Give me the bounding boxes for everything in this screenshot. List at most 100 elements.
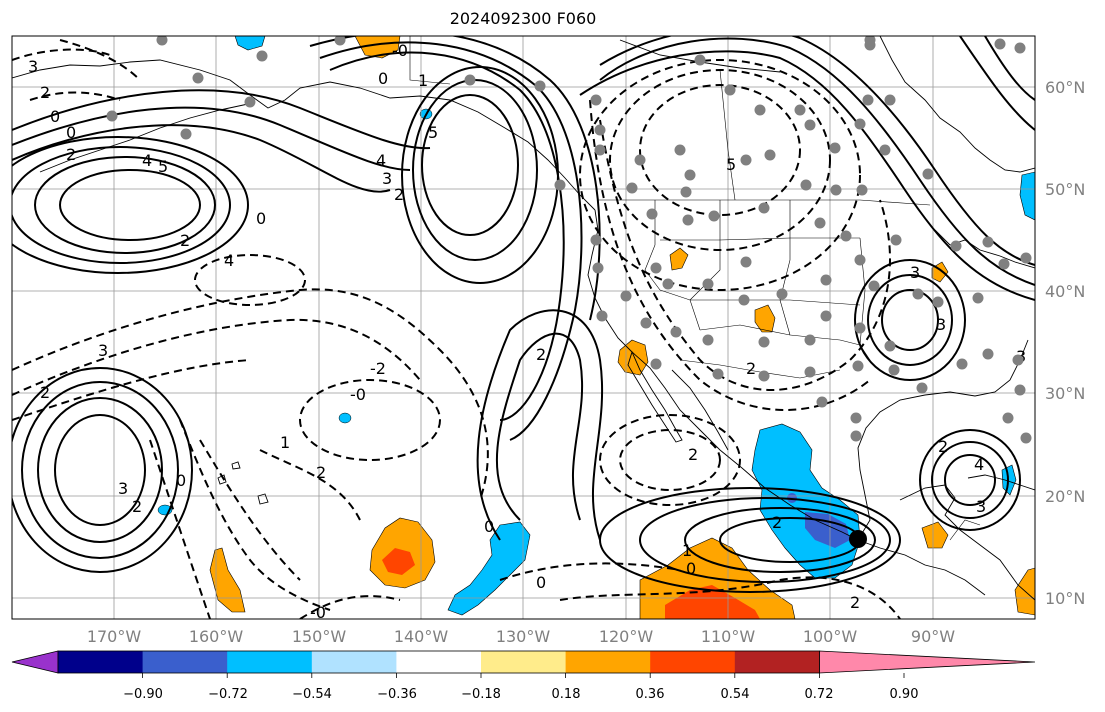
lat-label: 30°N	[1045, 384, 1085, 403]
contour-label: 0	[378, 69, 388, 88]
lon-label: 120°W	[599, 627, 654, 646]
station-dot	[1014, 42, 1026, 54]
cbar-tick-label: 0.36	[636, 687, 665, 702]
shade-blue-pacific	[447, 521, 531, 616]
station-dot	[702, 334, 714, 346]
contour-label: 3	[910, 263, 920, 282]
location-marker	[849, 530, 867, 548]
map-frame	[11, 35, 1036, 620]
cbar-tick-label: 0.90	[890, 687, 919, 702]
station-dot	[1020, 252, 1032, 264]
contour-label: 0	[66, 123, 76, 142]
colorbar-segment	[142, 651, 228, 673]
contour-label: -0	[392, 41, 408, 60]
station-dot	[646, 208, 658, 220]
cbar-tick-label: −0.72	[208, 687, 248, 702]
station-dots	[106, 36, 1032, 444]
contour-label: 1	[418, 71, 428, 90]
contour-label: 2	[180, 231, 190, 250]
station-dot	[856, 184, 868, 196]
station-dot	[758, 336, 770, 348]
contour-label: 0	[176, 471, 186, 490]
station-dot	[740, 154, 752, 166]
contour-label: -0	[350, 385, 366, 404]
cbar-tick-label: −0.90	[123, 687, 163, 702]
longitude-labels: 170°W 160°W 150°W 140°W 130°W 120°W 110°…	[87, 627, 955, 646]
station-dot	[888, 364, 900, 376]
contour-label: 4	[142, 151, 152, 170]
station-dot	[884, 94, 896, 106]
station-dot	[879, 144, 891, 156]
contour-label: 2	[132, 497, 142, 516]
station-dot	[684, 169, 696, 181]
contour-label: 3	[98, 341, 108, 360]
colorbar-extend-max	[819, 650, 1036, 674]
station-dot	[854, 322, 866, 334]
contour-label: 2	[688, 445, 698, 464]
contour-label: 5	[428, 123, 438, 142]
station-dot	[956, 358, 968, 370]
contour-label: 2	[850, 593, 860, 612]
station-dot	[820, 274, 832, 286]
station-dot	[804, 334, 816, 346]
graticule	[12, 36, 1035, 619]
latitude-labels: 60°N 50°N 40°N 30°N 20°N 10°N	[1045, 78, 1085, 608]
station-dot	[754, 104, 766, 116]
station-dot	[694, 54, 706, 66]
station-dot	[594, 144, 606, 156]
station-dot	[702, 278, 714, 290]
colorbar-frame	[57, 650, 820, 674]
station-dot	[596, 310, 608, 322]
station-dot	[634, 154, 646, 166]
station-dot	[662, 278, 674, 290]
station-dot	[554, 179, 566, 191]
station-dot	[820, 310, 832, 322]
shade-spot-1	[338, 412, 352, 424]
cbar-tick-label: 0.54	[721, 687, 750, 702]
contour-label: 2	[40, 383, 50, 402]
station-dot	[922, 168, 934, 180]
contour-label: 3	[936, 315, 946, 334]
station-dot	[840, 230, 852, 242]
station-dot	[972, 292, 984, 304]
lon-label: 150°W	[292, 627, 347, 646]
station-dot	[724, 84, 736, 96]
contour-label: 2	[536, 345, 546, 364]
shade-red-140w	[382, 548, 415, 575]
coastlines	[12, 36, 1035, 601]
cbar-tick-label: −0.36	[377, 687, 417, 702]
colorbar-labels: −0.90 −0.72 −0.54 −0.36 −0.18 0.18 0.36 …	[123, 687, 918, 702]
contour-label: 1	[682, 541, 692, 560]
colorbar-segment	[58, 651, 144, 673]
station-dot	[680, 186, 692, 198]
contour-label: 2	[394, 185, 404, 204]
contour-label: -0	[310, 603, 326, 622]
station-dot	[998, 258, 1010, 270]
station-dot	[708, 210, 720, 222]
station-dot	[864, 39, 876, 51]
station-dot	[916, 382, 928, 394]
contour-label: 3	[976, 497, 986, 516]
station-dot	[256, 50, 268, 62]
shade-orange-central-am	[921, 521, 949, 549]
lon-label: 170°W	[87, 627, 142, 646]
contour-label: 0	[536, 573, 546, 592]
cbar-tick-label: 0.18	[552, 687, 581, 702]
station-dot	[890, 234, 902, 246]
station-dot	[650, 262, 662, 274]
contour-label: 3	[28, 57, 38, 76]
station-dot	[590, 94, 602, 106]
contour-label: 2	[938, 437, 948, 456]
contour-label: 0	[256, 209, 266, 228]
lon-label: 130°W	[496, 627, 551, 646]
station-dot	[464, 74, 476, 86]
lon-label: 140°W	[394, 627, 449, 646]
station-dot	[800, 179, 812, 191]
contour-label: 0	[686, 559, 696, 578]
station-dot	[592, 262, 604, 274]
station-dot	[334, 36, 346, 46]
station-dot	[932, 296, 944, 308]
station-dot	[620, 290, 632, 302]
contour-label: 0	[50, 107, 60, 126]
station-dot	[850, 412, 862, 424]
